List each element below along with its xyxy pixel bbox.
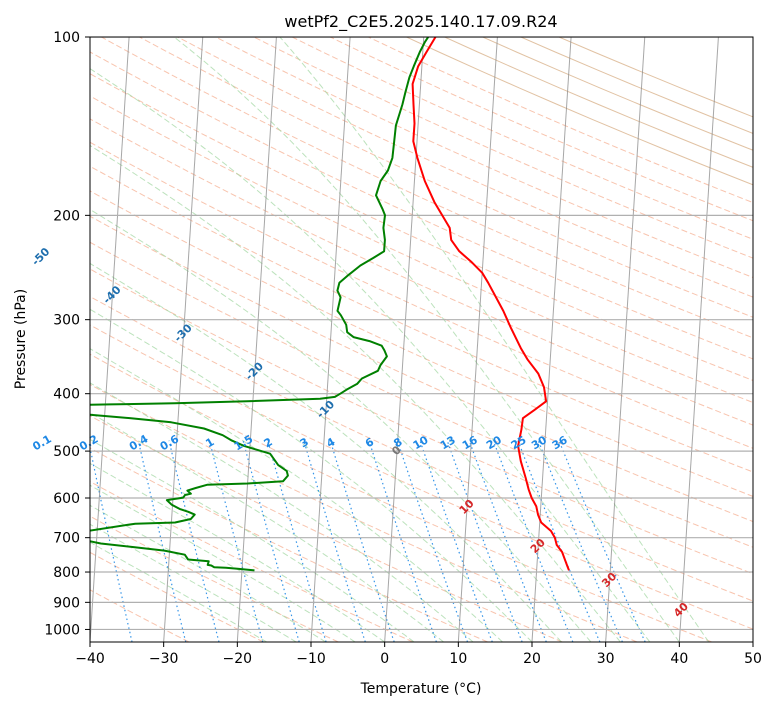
- x-tick-label: −30: [149, 651, 179, 667]
- y-tick-label: 500: [53, 444, 80, 460]
- y-tick-label: 600: [53, 491, 80, 507]
- isotherm-line: [310, 37, 351, 642]
- mixing-ratio-line: [90, 444, 133, 642]
- mixing-ratio-line: [396, 440, 469, 642]
- mixing-ratio-line: [303, 440, 366, 642]
- isotherm-line: [90, 37, 130, 642]
- moist-adiabat: [90, 348, 503, 642]
- temperature-line: [411, 37, 570, 571]
- y-tick-label: 400: [53, 387, 80, 403]
- plot-frame: [89, 36, 754, 643]
- mixing-ratio-line: [492, 440, 574, 642]
- dry-adiabat: [90, 551, 264, 642]
- y-tick-label: 200: [53, 208, 80, 224]
- y-tick-label: 800: [53, 565, 80, 581]
- x-tick-label: 0: [380, 651, 389, 667]
- moist-adiabat: [90, 438, 415, 642]
- y-axis-ticks: 100 200 300 400 500 600 700 800 900 1000: [44, 30, 90, 638]
- mixing-ratio-line: [368, 440, 437, 642]
- profile-lines: [90, 37, 570, 572]
- dry-adiabat: [90, 241, 753, 548]
- y-tick-label: 100: [53, 30, 80, 46]
- dry-adiabat: [90, 190, 753, 497]
- moist-adiabat: [90, 412, 444, 642]
- dry-adiabat: [176, 37, 753, 298]
- x-tick-label: −10: [296, 651, 326, 667]
- isotherm-line: [384, 37, 425, 642]
- chart-title: wetPf2_C2E5.2025.140.17.09.R24: [284, 12, 557, 32]
- x-axis-label: Temperature (°C): [360, 681, 482, 697]
- x-tick-label: 20: [523, 651, 541, 667]
- dry-adiabat: [90, 415, 563, 642]
- y-tick-label: 300: [53, 313, 80, 329]
- dry-adiabat: [90, 165, 753, 473]
- isotherm-line: [457, 37, 498, 642]
- y-axis-label: Pressure (hPa): [13, 289, 29, 389]
- x-tick-label: 30: [597, 651, 615, 667]
- mixing-ratio-line: [517, 440, 601, 642]
- dry-adiabat: [90, 141, 753, 449]
- y-tick-label: 700: [53, 531, 80, 547]
- y-tick-label: 900: [53, 595, 80, 611]
- x-tick-label: −20: [223, 651, 253, 667]
- mixing-ratio-line: [329, 440, 395, 642]
- dry-adiabat: [100, 37, 753, 339]
- dry-adiabat: [90, 295, 753, 602]
- x-axis-ticks: −40 −30 −20 −10 0 10 20 30 40 50: [75, 642, 762, 667]
- dry-adiabat: [90, 95, 753, 404]
- moist-adiabat: [90, 523, 297, 642]
- dry-adiabat: [90, 447, 488, 642]
- isotherm-line: [236, 37, 277, 642]
- x-tick-label: 40: [670, 651, 688, 667]
- dry-adiabat: [90, 383, 638, 642]
- isotherm-line: [531, 37, 572, 642]
- dewpoint-line: [90, 37, 430, 406]
- moist-adiabat: [279, 37, 710, 642]
- moist-adiabat: [90, 144, 621, 642]
- dry-adiabat: [90, 215, 753, 523]
- y-tick-label: 1000: [44, 622, 80, 638]
- moist-adiabat: [173, 37, 680, 642]
- moist-adiabat: [90, 308, 533, 642]
- moist-adiabat: [90, 262, 562, 642]
- x-tick-label: 50: [744, 651, 762, 667]
- isotherm-line: [163, 37, 204, 642]
- dewpoint-line: [90, 413, 289, 572]
- moist-adiabat: [90, 504, 326, 642]
- background-lines: [90, 37, 753, 642]
- moist-adiabat: [90, 382, 474, 642]
- x-tick-label: 10: [449, 651, 467, 667]
- dry-adiabat: [90, 268, 753, 575]
- moist-adiabat: [90, 462, 385, 642]
- dry-adiabat: [90, 51, 753, 360]
- moist-adiabat: [90, 208, 592, 642]
- dry-adiabat: [90, 353, 712, 642]
- mixing-ratio-line: [419, 440, 493, 642]
- x-tick-label: −40: [75, 651, 105, 667]
- dry-adiabat: [90, 589, 190, 642]
- isotherm-line: [605, 37, 646, 642]
- pressure-grid: [90, 37, 753, 631]
- moist-adiabat: [90, 541, 268, 642]
- isotherm-line: [678, 37, 719, 642]
